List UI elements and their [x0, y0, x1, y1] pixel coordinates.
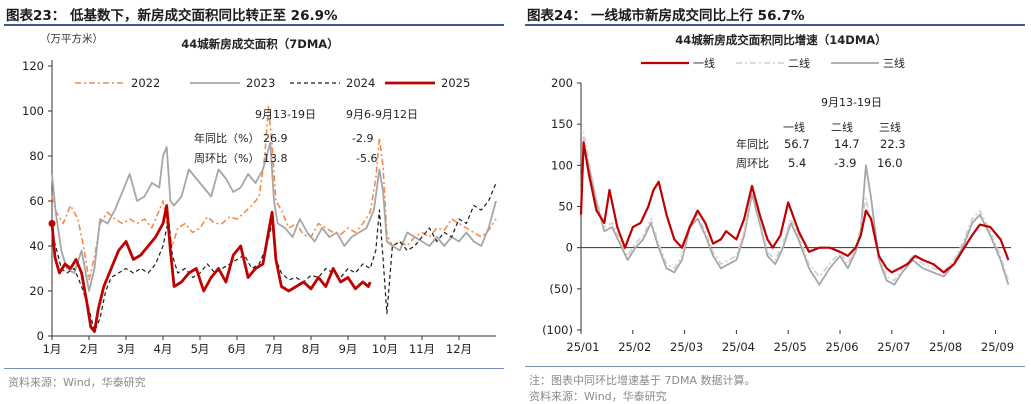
left-title-rule — [4, 24, 504, 26]
left-xtick-label: 6月 — [228, 342, 247, 356]
left-legend-label-2025: 2025 — [441, 76, 470, 90]
left-series-2025-start-marker — [48, 220, 56, 227]
left-xtick-label: 8月 — [302, 342, 321, 356]
right-annotation-table: 9月13-19日 一线 二线 三线 年同比 56.7 14.7 22.3 周环比… — [736, 96, 906, 170]
right-title-rule — [525, 24, 1025, 26]
left-series-2022 — [51, 105, 497, 281]
right-xtick-label: 25/06 — [825, 340, 858, 354]
right-bottom-rule — [525, 366, 1025, 367]
left-ytick-label: 100 — [22, 104, 44, 118]
right-source: 资料来源：Wind，华泰研究 — [529, 390, 667, 403]
right-xtick-label: 25/03 — [670, 340, 703, 354]
left-xtick-label: 3月 — [117, 342, 136, 356]
right-ytick-label: (50) — [549, 282, 573, 296]
left-annot-row-label: 周环比（%） — [194, 152, 259, 165]
left-xtick-label: 5月 — [191, 342, 210, 356]
left-panel: 图表23： 低基数下，新房成交面积同比转正至 26.9% （万平方米） 44城新… — [0, 0, 510, 403]
right-annot-value: 56.7 — [784, 137, 810, 151]
left-legend-label-2022: 2022 — [131, 76, 160, 90]
left-series-2025 — [50, 204, 372, 333]
right-series-lines — [579, 131, 1010, 286]
right-annot-row-label: 年同比 — [736, 137, 769, 151]
right-annot-col: 二线 — [831, 120, 853, 134]
left-annot-row-label: 年同比（%） — [194, 131, 259, 145]
left-axes: 0 20 40 60 80 100 120 1月 2月 3月 4月 5月 6月 7月 8月 9月 10月 11月 1… — [22, 59, 496, 356]
right-series-一线 — [579, 141, 1010, 274]
right-annot-row-label: 周环比 — [736, 157, 769, 170]
left-annot-value: -2.9 — [352, 132, 373, 145]
right-legend-label-二线: 二线 — [788, 56, 810, 70]
right-legend: 一线 二线 三线 — [641, 56, 905, 70]
right-annot-value: 22.3 — [880, 137, 906, 151]
left-annot-header-1: 9月13-19日 — [255, 108, 316, 121]
right-panel: 图表24： 一线城市新房成交同比上行 56.7% 44城新房成交面积同比增速（1… — [521, 0, 1031, 403]
left-legend-label-2024: 2024 — [346, 76, 375, 90]
right-ytick-label: 100 — [551, 158, 573, 172]
right-xtick-label: 25/01 — [566, 340, 599, 354]
right-legend-label-三线: 三线 — [883, 56, 905, 70]
right-series-二线 — [580, 131, 1010, 282]
right-xtick-label: 25/04 — [722, 340, 755, 354]
right-annot-value: 5.4 — [788, 156, 806, 170]
left-xtick-label: 9月 — [339, 342, 358, 356]
left-unit-label: （万平方米） — [40, 32, 103, 45]
right-axes: (100) (50) 0 50 100 150 200 25/01 25/02 25/03 25/0… — [542, 76, 1014, 354]
left-xtick-label: 10月 — [372, 342, 398, 356]
right-xtick-label: 25/07 — [877, 340, 910, 354]
right-chart: 44城新房成交面积同比增速（14DMA） (100) (50) 0 50 100 150 2… — [542, 33, 1014, 354]
right-series-三线 — [580, 148, 1010, 286]
left-ytick-label: 40 — [29, 239, 44, 253]
left-series-lines — [48, 105, 497, 333]
right-annot-col: 一线 — [783, 120, 805, 134]
right-xtick-label: 25/05 — [774, 340, 807, 354]
left-ytick-label: 120 — [22, 59, 44, 73]
left-bottom-rule — [4, 368, 504, 369]
left-annotation-table: 9月13-19日 9月6-9月12日 年同比（%） 26.9 -2.9 周环比（… — [194, 108, 418, 165]
right-chart-title: 44城新房成交面积同比增速（14DMA） — [675, 33, 886, 47]
right-ytick-label: 0 — [566, 241, 573, 255]
left-annot-value: 13.8 — [263, 152, 288, 165]
right-annot-value: -3.9 — [834, 156, 856, 170]
right-annot-col: 三线 — [879, 120, 901, 134]
left-panel-title: 图表23： 低基数下，新房成交面积同比转正至 26.9% — [6, 8, 338, 24]
left-ytick-label: 60 — [29, 194, 44, 208]
left-ytick-label: 20 — [29, 284, 44, 298]
right-annot-header: 9月13-19日 — [821, 96, 882, 109]
left-xtick-label: 2月 — [80, 342, 99, 356]
right-annot-value: 14.7 — [834, 137, 860, 151]
left-xtick-label: 4月 — [154, 342, 173, 356]
right-note: 注：图表中同环比增速基于 7DMA 数据计算。 — [529, 374, 756, 387]
left-ytick-label: 80 — [29, 149, 44, 163]
left-annot-header-2: 9月6-9月12日 — [346, 108, 418, 121]
left-source: 资料来源：Wind，华泰研究 — [8, 376, 146, 389]
left-xtick-label: 1月 — [43, 342, 62, 356]
left-series-2023 — [51, 141, 497, 292]
right-ytick-label: 150 — [551, 117, 573, 131]
right-panel-title: 图表24： 一线城市新房成交同比上行 56.7% — [527, 8, 805, 24]
left-legend-label-2023: 2023 — [246, 76, 275, 90]
left-legend: 2022 2023 2024 2025 — [75, 76, 470, 90]
right-xtick-label: 25/08 — [929, 340, 962, 354]
left-chart-title: 44城新房成交面积（7DMA） — [181, 37, 338, 51]
left-xtick-label: 12月 — [446, 342, 472, 356]
right-ytick-label: (100) — [542, 323, 573, 337]
right-xtick-label: 25/09 — [981, 340, 1014, 354]
left-xtick-label: 11月 — [409, 342, 435, 356]
left-ytick-label: 0 — [37, 329, 44, 343]
right-annot-value: 16.0 — [877, 156, 903, 170]
left-annot-value: -5.6 — [356, 152, 377, 165]
left-xtick-label: 7月 — [265, 342, 284, 356]
left-chart: （万平方米） 44城新房成交面积（7DMA） 0 20 40 60 80 100 120 1月… — [22, 32, 497, 356]
left-annot-value: 26.9 — [263, 132, 288, 145]
right-ytick-label: 50 — [558, 200, 573, 214]
right-ytick-label: 200 — [551, 76, 573, 90]
right-xtick-label: 25/02 — [618, 340, 651, 354]
right-legend-label-一线: 一线 — [693, 56, 715, 70]
